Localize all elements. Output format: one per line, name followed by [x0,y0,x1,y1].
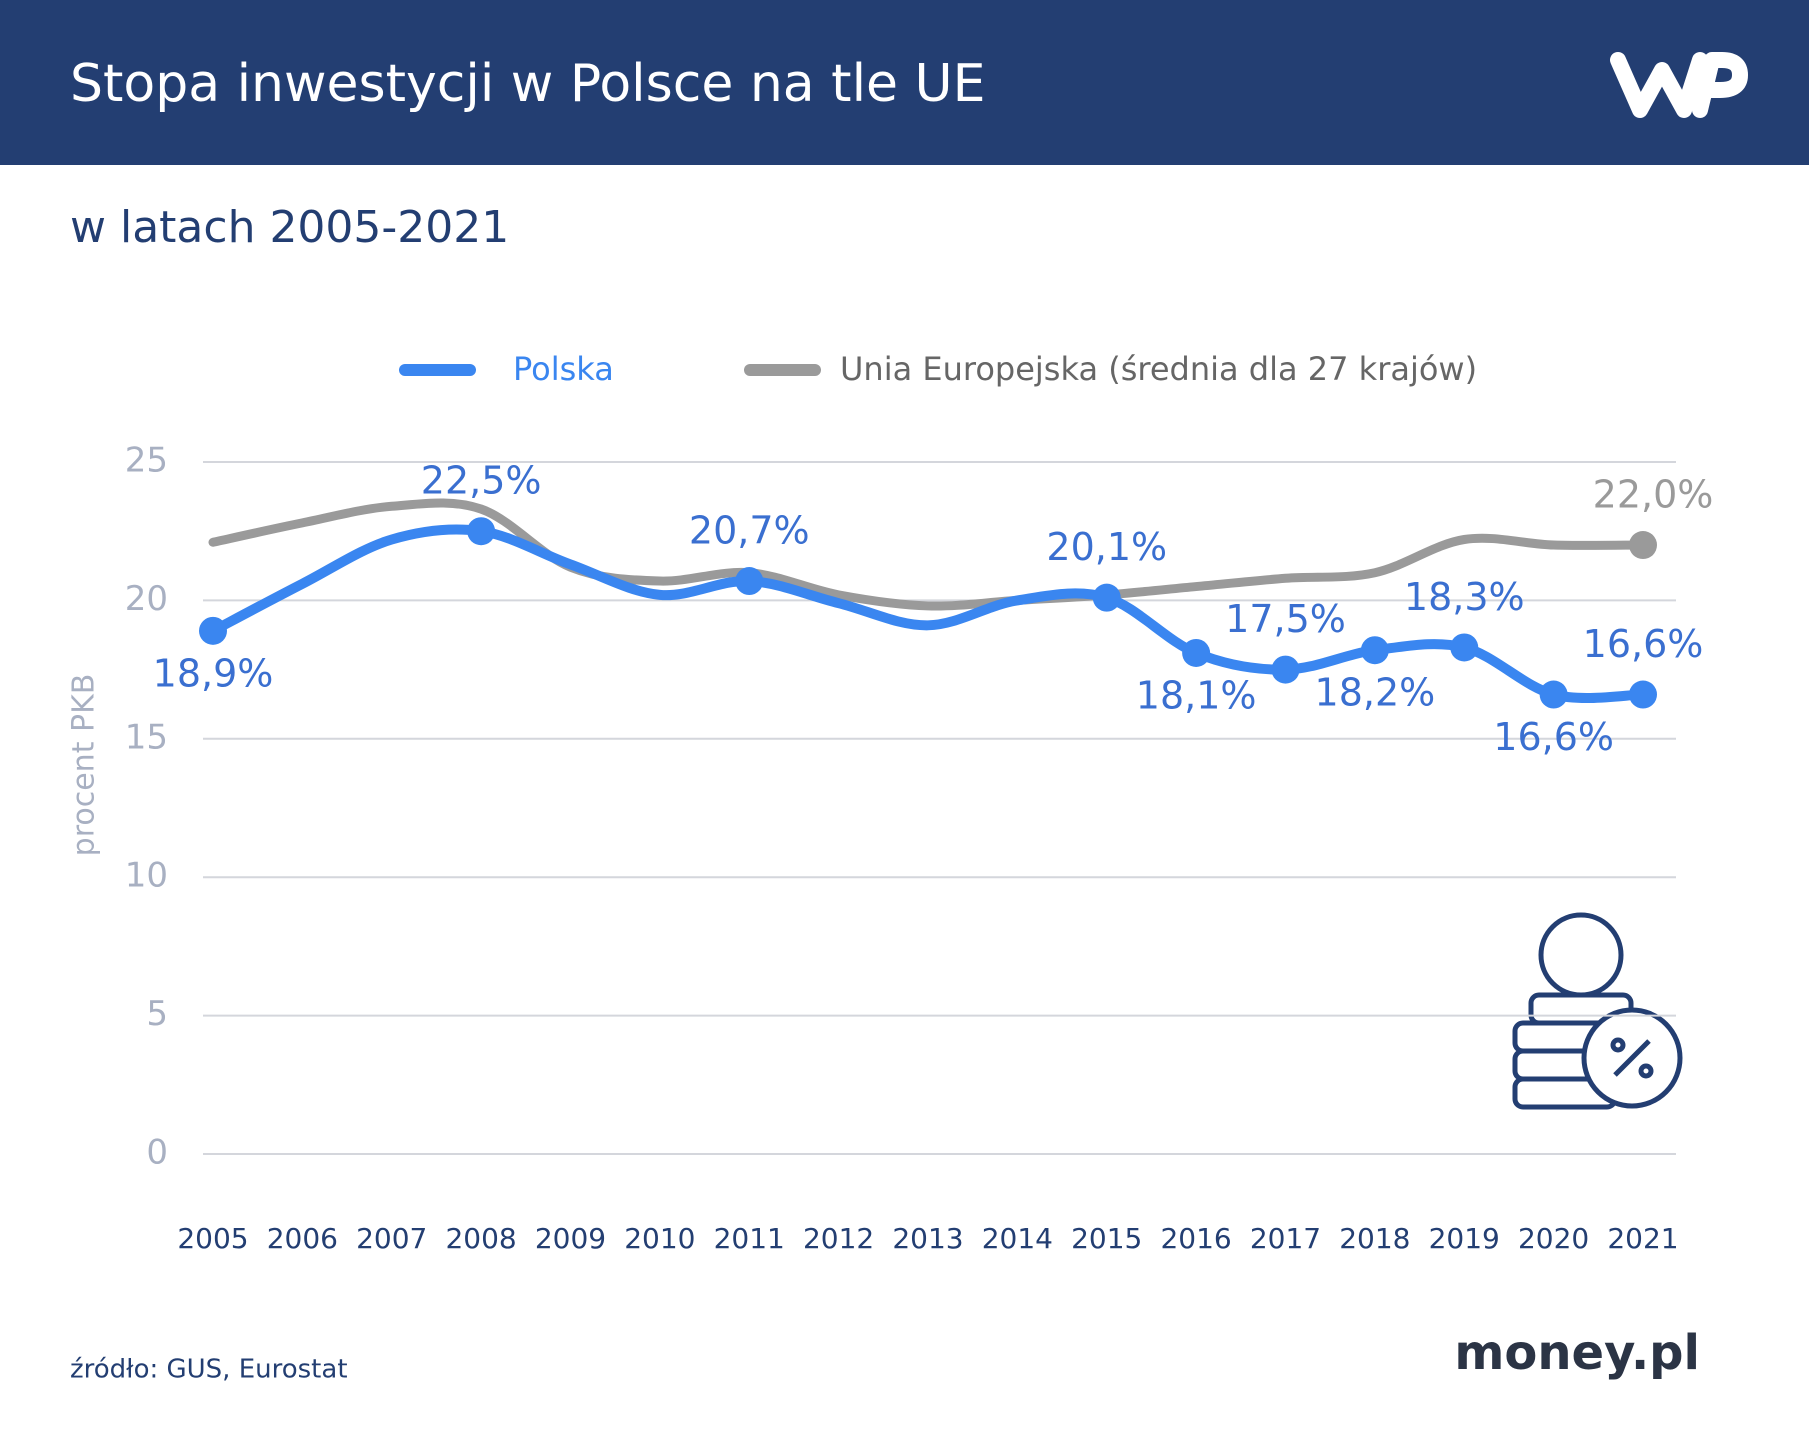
marker [1092,583,1121,612]
value-label: 20,7% [689,509,810,553]
series-line [208,498,1648,611]
x-tick-label: 2005 [177,1222,248,1255]
y-tick-label: 20 [125,579,168,619]
marker [1360,636,1389,665]
value-label: 18,1% [1136,673,1257,717]
x-tick-label: 2006 [267,1222,338,1255]
value-label: 22,0% [1593,473,1714,517]
x-tick-label: 2012 [803,1222,874,1255]
x-tick-label: 2010 [624,1222,695,1255]
brand: money.pl [1454,1325,1700,1381]
marker [1450,633,1479,662]
value-label: 16,6% [1493,715,1614,759]
y-tick-label: 0 [146,1133,168,1173]
x-tick-label: 2011 [714,1222,785,1255]
y-tick-label: 5 [146,994,168,1034]
y-tick-label: 25 [125,441,168,481]
x-tick-label: 2021 [1607,1222,1678,1255]
source: źródło: GUS, Eurostat [70,1355,348,1385]
subtitle: w latach 2005-2021 [70,202,509,253]
x-tick-label: 2013 [892,1222,963,1255]
marker [1629,680,1657,709]
marker [199,616,227,645]
x-tick-label: 2018 [1339,1222,1410,1255]
value-label: 18,9% [153,651,274,695]
x-tick-label: 2007 [356,1222,427,1255]
wp-logo [1610,52,1748,118]
y-tick-label: 10 [125,856,168,896]
legend-label: Polska [513,350,614,388]
marker [1629,531,1657,560]
value-label: 17,5% [1225,597,1346,641]
legend-label: Unia Europejska (średnia dla 27 krajów) [840,350,1477,388]
x-tick-label: 2020 [1518,1222,1589,1255]
series-line [208,524,1648,703]
value-label: 22,5% [421,459,542,503]
value-label: 18,2% [1315,671,1436,715]
x-tick-label: 2017 [1250,1222,1321,1255]
marker [1182,638,1211,667]
x-tick-label: 2015 [1071,1222,1142,1255]
x-tick-label: 2009 [535,1222,606,1255]
marker [735,567,764,596]
title: Stopa inwestycji w Polsce na tle UE [70,54,985,114]
value-label: 18,3% [1404,575,1525,619]
coins-icon [1512,912,1683,1110]
y-axis-title: procent PKB [67,674,102,857]
header [0,0,1809,165]
marker [1539,680,1568,709]
y-tick-label: 15 [125,717,168,757]
marker [467,517,496,546]
x-tick-label: 2019 [1429,1222,1500,1255]
value-label: 20,1% [1046,525,1167,569]
value-label: 16,6% [1583,622,1704,666]
marker [1271,655,1300,684]
x-tick-label: 2008 [445,1222,516,1255]
x-tick-label: 2014 [982,1222,1053,1255]
x-tick-label: 2016 [1160,1222,1231,1255]
